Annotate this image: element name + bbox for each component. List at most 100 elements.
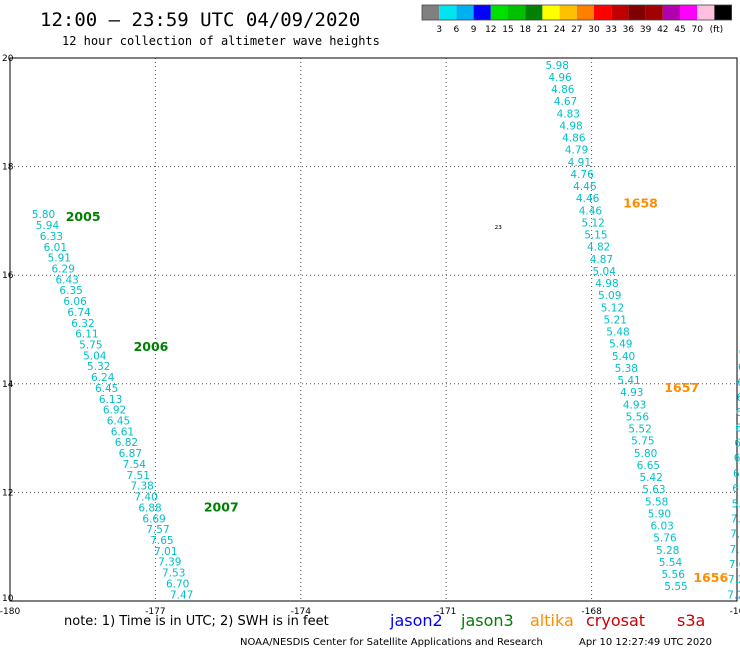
swh-value: 6.92: [103, 405, 126, 417]
color-bar-unit: (ft): [710, 25, 724, 35]
color-bar-label: 9: [471, 25, 477, 35]
color-bar-label: 18: [519, 25, 531, 35]
color-bar-label: 30: [588, 25, 600, 35]
swh-value: 5.80: [634, 448, 657, 460]
swh-value: 6.88: [138, 502, 161, 514]
swh-value: 6.24: [91, 372, 115, 384]
swh-value: 6.29: [52, 263, 75, 275]
y-tick-label: 16: [2, 271, 14, 281]
swh-value: 5.21: [604, 314, 627, 326]
footer-credit: NOAA/NESDIS Center for Satellite Applica…: [240, 637, 543, 648]
swh-value: 7.61: [730, 529, 740, 541]
color-swatch: [490, 5, 508, 20]
swh-value: 5.49: [609, 339, 632, 351]
swh-value: 7.68: [729, 559, 740, 571]
color-bar-label: 70: [691, 25, 703, 35]
color-bar-label: 36: [623, 25, 635, 35]
swh-value: 5.91: [48, 253, 71, 265]
x-tick-label: -180: [0, 607, 20, 617]
island-marker: ²³: [495, 225, 503, 235]
swh-value: 6.31: [738, 362, 740, 374]
color-scale-legend: 3 6 9 12 15 18 21 24 27 30 33 36 39 42 45 70 (ft): [421, 4, 733, 35]
swh-value: 4.98: [559, 120, 582, 132]
swh-value: 4.67: [554, 96, 577, 108]
swh-value: 5.09: [598, 290, 621, 302]
time-label: 1656: [693, 570, 728, 585]
swh-value: 5.76: [653, 533, 677, 545]
swh-value: 5.52: [628, 424, 651, 436]
swh-value: 6.01: [736, 407, 740, 419]
swh-value: 5.12: [601, 302, 624, 314]
time-label: 2006: [134, 339, 169, 354]
swh-value: 6.44: [734, 438, 740, 450]
color-swatch: [714, 5, 732, 20]
time-label: 1658: [623, 195, 658, 210]
swh-value: 7.47: [170, 589, 193, 601]
x-tick-label: -171: [436, 607, 456, 617]
plot-frame: [9, 57, 738, 602]
footer-timestamp: Apr 10 12:27:49 UTC 2020: [579, 637, 712, 648]
color-bar-label: 21: [537, 25, 548, 35]
swh-value: 5.04: [593, 266, 617, 278]
swh-value: 7.53: [162, 568, 185, 580]
x-tick-label: -174: [291, 607, 312, 617]
color-bar-label: 45: [674, 25, 685, 35]
color-bar-label: 12: [485, 25, 496, 35]
color-swatch: [594, 5, 612, 20]
swh-value: 4.46: [573, 181, 597, 193]
track-jason3: 6.38 6.24 6.31 6.92 6.38 6.01 6.37 6.44 6.30 6.31…: [727, 331, 740, 601]
swh-value: 5.75: [631, 436, 654, 448]
legend-altika: altika: [530, 611, 574, 630]
swh-value: 5.04: [83, 350, 107, 362]
time-label: 2007: [204, 499, 239, 514]
color-bar-label: 24: [554, 25, 566, 35]
swh-value: 6.13: [99, 394, 122, 406]
color-bar-label: 39: [640, 25, 652, 35]
color-swatch: [576, 5, 594, 20]
swh-value: 4.93: [623, 399, 646, 411]
swh-value: 6.45: [95, 383, 118, 395]
swh-value: 6.87: [119, 448, 142, 460]
swh-value: 7.39: [158, 557, 181, 569]
swh-value: 4.98: [595, 278, 618, 290]
track-jason3: 5.805.946.336.015.916.296.436.356.066.74…: [32, 209, 239, 601]
swh-value: 4.76: [570, 169, 594, 181]
color-bar-label: 42: [657, 25, 668, 35]
satellite-legend: jason2 jason3 altika cryosat s3a: [389, 611, 705, 630]
y-tick-label: 14: [2, 380, 14, 390]
swh-value: 6.38: [732, 483, 740, 495]
swh-value: 5.12: [581, 217, 604, 229]
swh-value: 6.35: [59, 285, 82, 297]
swh-value: 7.45: [731, 513, 740, 525]
swh-value: 6.69: [142, 513, 165, 525]
swh-value: 6.06: [63, 296, 87, 308]
swh-value: 7.40: [134, 492, 157, 504]
swh-value: 6.32: [71, 318, 94, 330]
swh-value: 4.87: [590, 254, 613, 266]
swh-value: 5.55: [664, 581, 687, 593]
swh-value: 4.46: [579, 205, 603, 217]
plot-area: -180 -177 -174 -171 -168 -16 10 12 14 16 18 20 ²³ 5.8…: [0, 54, 740, 617]
swh-value: 7.29: [727, 589, 740, 601]
swh-value: 6.30: [734, 453, 740, 465]
swh-value: 5.54: [659, 557, 683, 569]
swh-value: 5.38: [615, 363, 638, 375]
swh-value: 6.70: [166, 578, 189, 590]
swh-value: 4.46: [576, 193, 600, 205]
color-swatch: [473, 5, 491, 20]
color-bar-label: 6: [454, 25, 460, 35]
swh-value: 4.79: [565, 145, 588, 157]
swh-value: 7.22: [728, 574, 740, 586]
swh-value: 7.51: [127, 470, 150, 482]
footer-note: note: 1) Time is in UTC; 2) SWH is in fe…: [64, 614, 329, 629]
swh-value: 5.32: [87, 361, 110, 373]
swh-value: 5.56: [626, 411, 650, 423]
swh-value: 6.03: [650, 521, 673, 533]
swh-value: 7.57: [146, 524, 169, 536]
swh-value: 5.41: [617, 375, 640, 387]
color-bar-frame: [421, 4, 733, 21]
swh-value: 7.54: [123, 459, 147, 471]
legend-jason2: jason2: [389, 611, 443, 630]
swh-value: 5.63: [642, 484, 665, 496]
swh-value: 6.45: [107, 416, 130, 428]
